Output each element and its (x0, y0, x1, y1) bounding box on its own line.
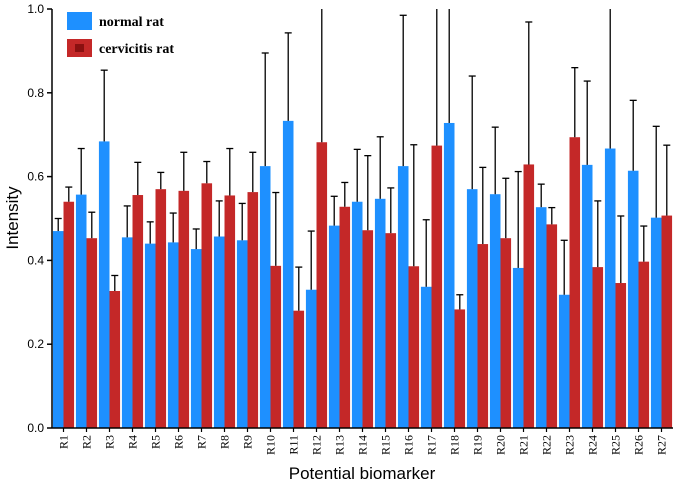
y-tick-label: 0.4 (27, 253, 44, 267)
bar-cervicitis-rat-R26 (638, 261, 650, 428)
x-tick-label-R24: R24 (586, 435, 600, 455)
x-tick-label-R3: R3 (103, 435, 117, 449)
bar-cervicitis-rat-R24 (592, 267, 604, 428)
bar-cervicitis-rat-R17 (431, 145, 443, 428)
bar-normal-rat-R14 (351, 201, 363, 428)
x-tick-label-R25: R25 (609, 435, 623, 455)
bar-cervicitis-rat-R2 (86, 238, 98, 428)
bar-cervicitis-rat-R21 (523, 164, 535, 428)
x-tick-label-R10: R10 (264, 435, 278, 455)
x-tick-label-R13: R13 (333, 435, 347, 455)
bar-cervicitis-rat-R20 (500, 238, 512, 428)
bar-normal-rat-R16 (397, 166, 409, 428)
legend-label-normal-rat: normal rat (99, 15, 164, 30)
x-tick-label-R23: R23 (563, 435, 577, 455)
bar-normal-rat-R8 (213, 236, 225, 428)
bar-cervicitis-rat-R3 (109, 290, 121, 428)
bar-normal-rat-R25 (604, 148, 616, 429)
bar-cervicitis-rat-R22 (546, 224, 558, 428)
bar-normal-rat-R11 (282, 120, 294, 429)
x-tick-label-R7: R7 (195, 435, 209, 449)
bar-normal-rat-R7 (190, 249, 202, 428)
x-tick-label-R18: R18 (448, 435, 462, 455)
legend-swatch-inner (75, 44, 84, 52)
bar-cervicitis-rat-R10 (270, 265, 282, 428)
y-tick-label: 0.2 (27, 337, 44, 351)
legend-label-cervicitis-rat: cervicitis rat (99, 42, 174, 57)
bar-normal-rat-R22 (535, 207, 547, 428)
legend: normal rat cervicitis rat (67, 12, 174, 57)
y-tick-label: 0.6 (27, 170, 44, 184)
bar-cervicitis-rat-R4 (132, 195, 144, 428)
bar-cervicitis-rat-R7 (201, 183, 213, 428)
x-tick-label-R9: R9 (241, 435, 255, 449)
x-tick-label-R14: R14 (356, 435, 370, 455)
x-tick-label-R19: R19 (471, 435, 485, 455)
plot-area (52, 9, 673, 429)
bar-normal-rat-R5 (144, 243, 156, 428)
legend-swatch-normal-rat (67, 12, 92, 30)
bar-cervicitis-rat-R8 (224, 195, 236, 428)
x-tick-label-R12: R12 (310, 435, 324, 455)
x-tick-label-R11: R11 (287, 435, 301, 455)
bar-normal-rat-R10 (259, 166, 271, 428)
bar-cervicitis-rat-R6 (178, 190, 190, 428)
x-ticks: R1 R2 R3 R4 R5 R6 R7 R8 R9 R10 R11 R12 R13 R14 R15 R16 R… (57, 428, 669, 455)
bar-normal-rat-R17 (420, 286, 432, 428)
x-tick-label-R27: R27 (655, 435, 669, 455)
x-tick-label-R17: R17 (425, 435, 439, 455)
x-tick-label-R6: R6 (172, 435, 186, 449)
y-tick-label: 0.0 (27, 421, 44, 435)
bar-cervicitis-rat-R19 (477, 244, 489, 428)
x-axis-title: Potential biomarker (289, 464, 436, 483)
y-axis-title: Intensity (3, 186, 22, 250)
bar-cervicitis-rat-R18 (454, 309, 466, 428)
x-tick-label-R21: R21 (517, 435, 531, 455)
y-tick-label: 1.0 (27, 2, 44, 16)
bar-normal-rat-R19 (466, 189, 478, 428)
y-tick-label: 0.8 (27, 86, 44, 100)
bar-normal-rat-R12 (305, 289, 317, 428)
bar-cervicitis-rat-R5 (155, 189, 167, 428)
bar-cervicitis-rat-R9 (247, 192, 259, 428)
bar-normal-rat-R2 (75, 194, 87, 428)
bar-normal-rat-R24 (581, 164, 593, 429)
x-tick-label-R5: R5 (149, 435, 163, 449)
x-tick-label-R20: R20 (494, 435, 508, 455)
x-tick-label-R2: R2 (80, 435, 94, 449)
x-tick-label-R4: R4 (126, 435, 140, 449)
x-tick-label-R22: R22 (540, 435, 554, 455)
bar-normal-rat-R20 (489, 194, 501, 428)
y-ticks: 0.0 0.2 0.4 0.6 0.8 1.0 (27, 2, 52, 435)
bar-normal-rat-R26 (627, 170, 639, 428)
x-tick-label-R15: R15 (379, 435, 393, 455)
x-tick-label-R1: R1 (57, 435, 71, 449)
bar-cervicitis-rat-R11 (293, 310, 305, 428)
bar-normal-rat-R6 (167, 242, 179, 428)
bar-normal-rat-R15 (374, 198, 386, 428)
bar-cervicitis-rat-R27 (661, 215, 673, 428)
x-tick-label-R26: R26 (632, 435, 646, 455)
bar-cervicitis-rat-R12 (316, 142, 328, 428)
x-tick-label-R16: R16 (402, 435, 416, 455)
bar-normal-rat-R23 (558, 294, 570, 428)
bar-normal-rat-R13 (328, 225, 340, 428)
bar-normal-rat-R4 (121, 237, 133, 428)
x-tick-label-R8: R8 (218, 435, 232, 449)
bar-normal-rat-R18 (443, 122, 455, 428)
bar-cervicitis-rat-R16 (408, 266, 420, 428)
bar-normal-rat-R27 (650, 217, 662, 428)
bar-cervicitis-rat-R25 (615, 283, 627, 428)
bar-cervicitis-rat-R13 (339, 206, 351, 428)
bar-cervicitis-rat-R14 (362, 230, 374, 428)
bar-normal-rat-R3 (98, 141, 110, 429)
bar-cervicitis-rat-R15 (385, 233, 397, 428)
bar-normal-rat-R1 (52, 231, 64, 428)
bar-normal-rat-R9 (236, 240, 248, 428)
bar-cervicitis-rat-R1 (63, 201, 75, 428)
bar-cervicitis-rat-R23 (569, 137, 581, 429)
bar-normal-rat-R21 (512, 267, 524, 428)
